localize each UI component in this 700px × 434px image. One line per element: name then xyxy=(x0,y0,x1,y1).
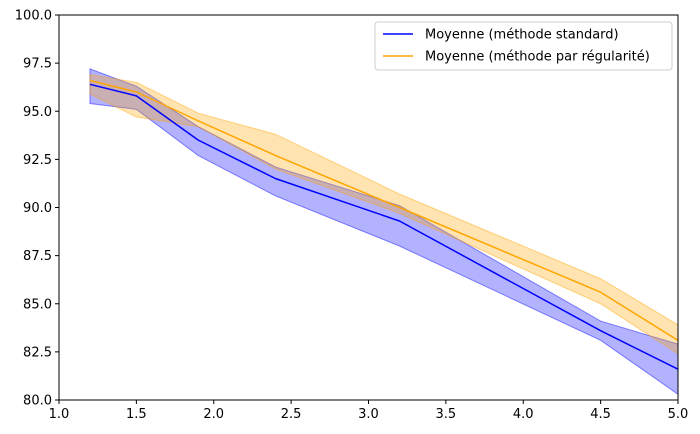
x-tick-label: 4.5 xyxy=(590,407,611,422)
y-tick-label: 87.5 xyxy=(23,249,52,264)
legend-label-series-2: Moyenne (méthode par régularité) xyxy=(425,50,650,65)
x-tick-label: 4.0 xyxy=(513,407,534,422)
y-tick-label: 80.0 xyxy=(23,394,52,409)
x-tick-label: 1.0 xyxy=(49,407,70,422)
y-tick-label: 95.0 xyxy=(23,105,52,120)
series-lines xyxy=(89,79,679,370)
confidence-bands xyxy=(89,68,679,396)
y-tick-label: 90.0 xyxy=(23,201,52,216)
y-tick-label: 82.5 xyxy=(23,345,52,360)
x-axis-ticks: 1.0 1.5 2.0 2.5 3.0 3.5 4.0 4.5 5.0 xyxy=(49,400,689,422)
x-tick-label: 3.5 xyxy=(436,407,457,422)
y-tick-label: 85.0 xyxy=(23,297,52,312)
x-tick-label: 1.5 xyxy=(126,407,147,422)
x-tick-label: 5.0 xyxy=(668,407,689,422)
y-tick-label: 92.5 xyxy=(23,153,52,168)
legend: Moyenne (méthode standard) Moyenne (métho… xyxy=(374,21,673,71)
y-tick-label: 100.0 xyxy=(15,9,52,24)
x-tick-label: 3.0 xyxy=(358,407,379,422)
x-tick-label: 2.0 xyxy=(203,407,224,422)
y-axis-ticks: 80.0 82.5 85.0 87.5 90.0 92.5 95.0 97.5 100.0 xyxy=(15,9,59,409)
series-line-2 xyxy=(89,79,679,341)
legend-box xyxy=(374,21,673,71)
series-line-1 xyxy=(89,83,679,370)
legend-label-series-1: Moyenne (méthode standard) xyxy=(425,28,619,43)
x-tick-label: 2.5 xyxy=(281,407,302,422)
y-tick-label: 97.5 xyxy=(23,57,52,72)
